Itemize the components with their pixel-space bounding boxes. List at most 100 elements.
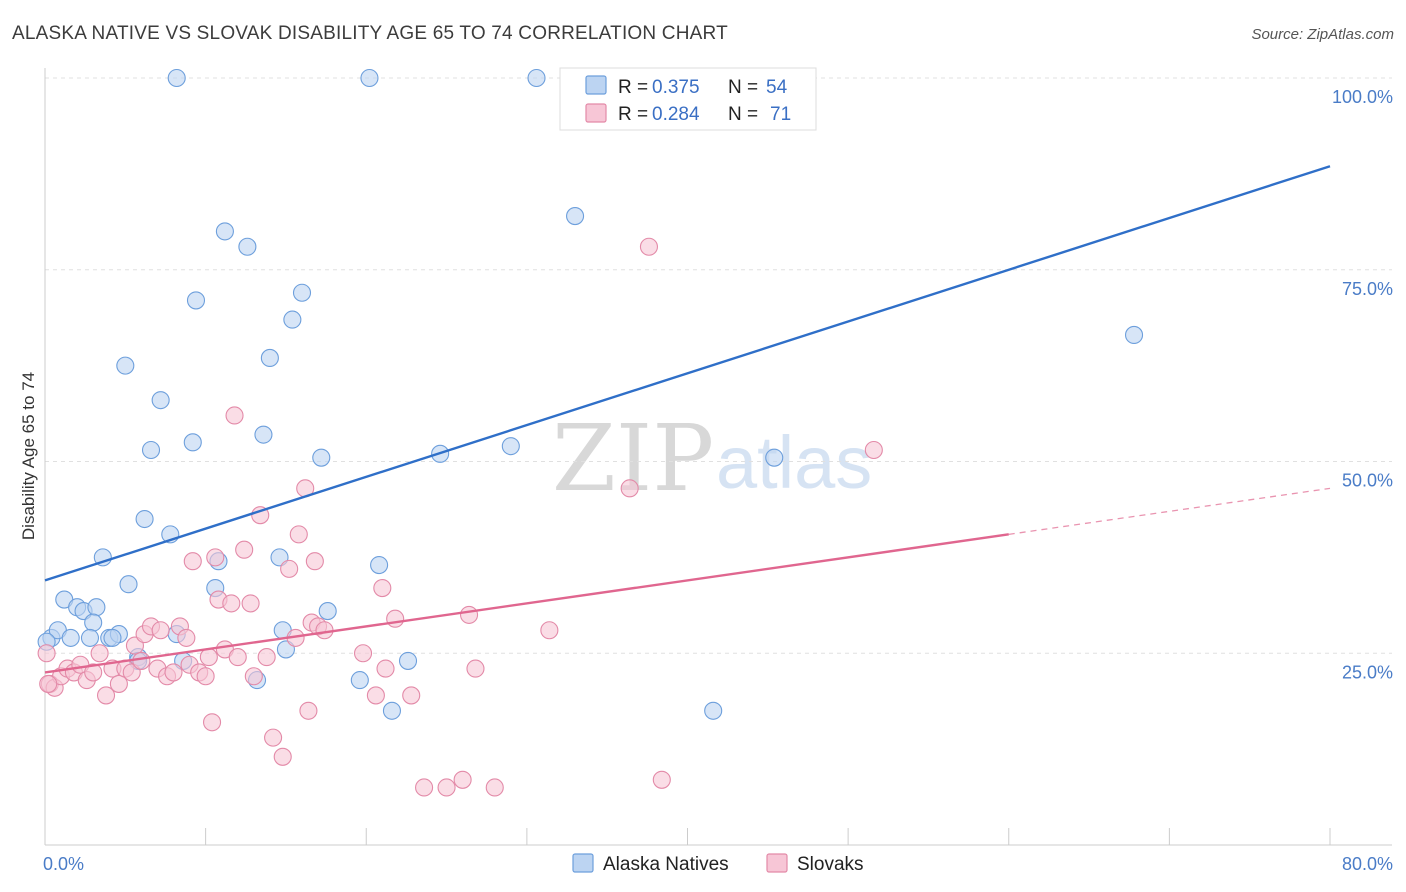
- point-alaska-53: [103, 628, 122, 647]
- point-slovaks-64: [485, 778, 504, 797]
- point-slovaks-58: [402, 686, 421, 705]
- point-alaska-13: [119, 575, 138, 594]
- point-alaska-6: [61, 628, 80, 647]
- point-alaska-37: [350, 671, 369, 690]
- point-slovaks-28: [196, 667, 215, 686]
- points-layer: [37, 68, 1144, 797]
- point-slovaks-56: [376, 659, 395, 678]
- trend-line-dashed-slovaks: [1008, 487, 1331, 536]
- point-alaska-5: [87, 598, 106, 617]
- x-tick-labels: 0.0% 80.0%: [43, 854, 1393, 874]
- point-slovaks-65: [540, 621, 559, 640]
- point-slovaks-67: [639, 237, 659, 256]
- grid-layer: [45, 77, 1392, 654]
- point-slovaks-35: [225, 406, 244, 425]
- point-slovaks-62: [459, 605, 479, 624]
- point-slovaks-55: [373, 579, 392, 598]
- legend-r-value-alaska: 0.375: [652, 77, 700, 98]
- y-tick-labels: 25.0% 50.0% 75.0% 100.0%: [1332, 87, 1393, 682]
- point-alaska-22: [238, 237, 257, 256]
- point-slovaks-0: [37, 644, 56, 663]
- trend-line-slovaks: [44, 533, 1009, 674]
- point-alaska-39: [382, 701, 402, 720]
- point-slovaks-50: [305, 552, 324, 571]
- point-slovaks-31: [206, 548, 225, 567]
- point-slovaks-24: [177, 628, 196, 647]
- legend-r-label-alaska: R =: [618, 77, 648, 98]
- point-slovaks-48: [299, 701, 318, 720]
- point-slovaks-20: [151, 621, 170, 640]
- point-alaska-46: [1124, 325, 1144, 344]
- point-alaska-44: [704, 701, 723, 720]
- stats-legend: R = 0.375 N = 54 R = 0.284 N = 71: [559, 67, 817, 131]
- point-slovaks-12: [109, 674, 128, 693]
- y-axis-label: Disability Age 65 to 74: [19, 372, 38, 540]
- point-slovaks-29: [199, 648, 218, 667]
- legend-r-value-slovaks: 0.284: [652, 104, 700, 125]
- y-tick-label-1: 50.0%: [1342, 471, 1393, 491]
- legend-swatch-alaska: [585, 75, 607, 95]
- point-alaska-21: [215, 222, 234, 241]
- point-alaska-48: [360, 68, 379, 88]
- point-slovaks-42: [264, 728, 283, 747]
- point-slovaks-40: [251, 506, 270, 525]
- point-alaska-14: [135, 509, 154, 529]
- point-slovaks-8: [84, 663, 103, 682]
- axis-layer: [44, 68, 1392, 846]
- y-tick-label-3: 100.0%: [1332, 87, 1393, 107]
- point-slovaks-70: [39, 674, 58, 693]
- legend-r-label-slovaks: R =: [618, 104, 648, 125]
- point-slovaks-41: [257, 648, 276, 667]
- y-tick-label-0: 25.0%: [1342, 662, 1393, 682]
- trend-layer: [44, 165, 1331, 674]
- point-slovaks-39: [244, 667, 263, 686]
- trend-line-alaska: [44, 165, 1331, 582]
- point-alaska-45: [765, 448, 784, 467]
- point-slovaks-16: [132, 651, 151, 670]
- legend-n-label-slovaks: N =: [728, 104, 758, 125]
- point-alaska-49: [527, 68, 546, 88]
- legend-n-value-alaska: 54: [766, 77, 788, 98]
- series-legend-label-slovaks: Slovaks: [797, 854, 864, 875]
- x-tick-label-1: 80.0%: [1342, 854, 1393, 874]
- point-slovaks-60: [437, 778, 456, 797]
- watermark-atlas: atlas: [716, 421, 872, 504]
- series-legend-label-alaska: Alaska Natives: [603, 854, 729, 875]
- point-slovaks-68: [652, 770, 671, 789]
- point-slovaks-26: [183, 552, 202, 571]
- point-slovaks-38: [241, 594, 260, 613]
- point-slovaks-59: [415, 778, 434, 797]
- point-alaska-31: [312, 448, 331, 467]
- point-slovaks-10: [96, 686, 116, 705]
- series-legend: Alaska Natives Slovaks: [572, 853, 864, 875]
- x-tick-label-0: 0.0%: [43, 854, 84, 874]
- point-slovaks-69: [864, 440, 883, 460]
- point-alaska-18: [183, 433, 202, 452]
- point-alaska-29: [292, 283, 312, 302]
- point-alaska-47: [167, 68, 186, 88]
- y-tick-label-2: 75.0%: [1342, 279, 1393, 299]
- point-alaska-7: [84, 613, 103, 632]
- point-slovaks-34: [222, 594, 241, 613]
- point-alaska-24: [260, 348, 279, 368]
- point-alaska-20: [186, 291, 206, 310]
- point-slovaks-63: [466, 659, 485, 678]
- point-alaska-38: [370, 555, 389, 575]
- point-alaska-17: [151, 391, 170, 410]
- point-alaska-19: [116, 356, 135, 375]
- point-slovaks-22: [164, 663, 183, 682]
- point-alaska-32: [318, 602, 337, 621]
- point-slovaks-37: [235, 540, 254, 559]
- point-alaska-30: [283, 310, 302, 329]
- legend-swatch-slovaks: [585, 103, 607, 123]
- point-alaska-8: [80, 628, 100, 647]
- chart-source: Source: ZipAtlas.com: [1251, 26, 1394, 43]
- legend-n-value-slovaks: 71: [770, 104, 791, 125]
- point-slovaks-52: [315, 621, 334, 640]
- point-alaska-42: [501, 437, 520, 456]
- point-slovaks-43: [273, 747, 292, 766]
- point-slovaks-61: [453, 770, 472, 789]
- point-alaska-40: [398, 651, 418, 670]
